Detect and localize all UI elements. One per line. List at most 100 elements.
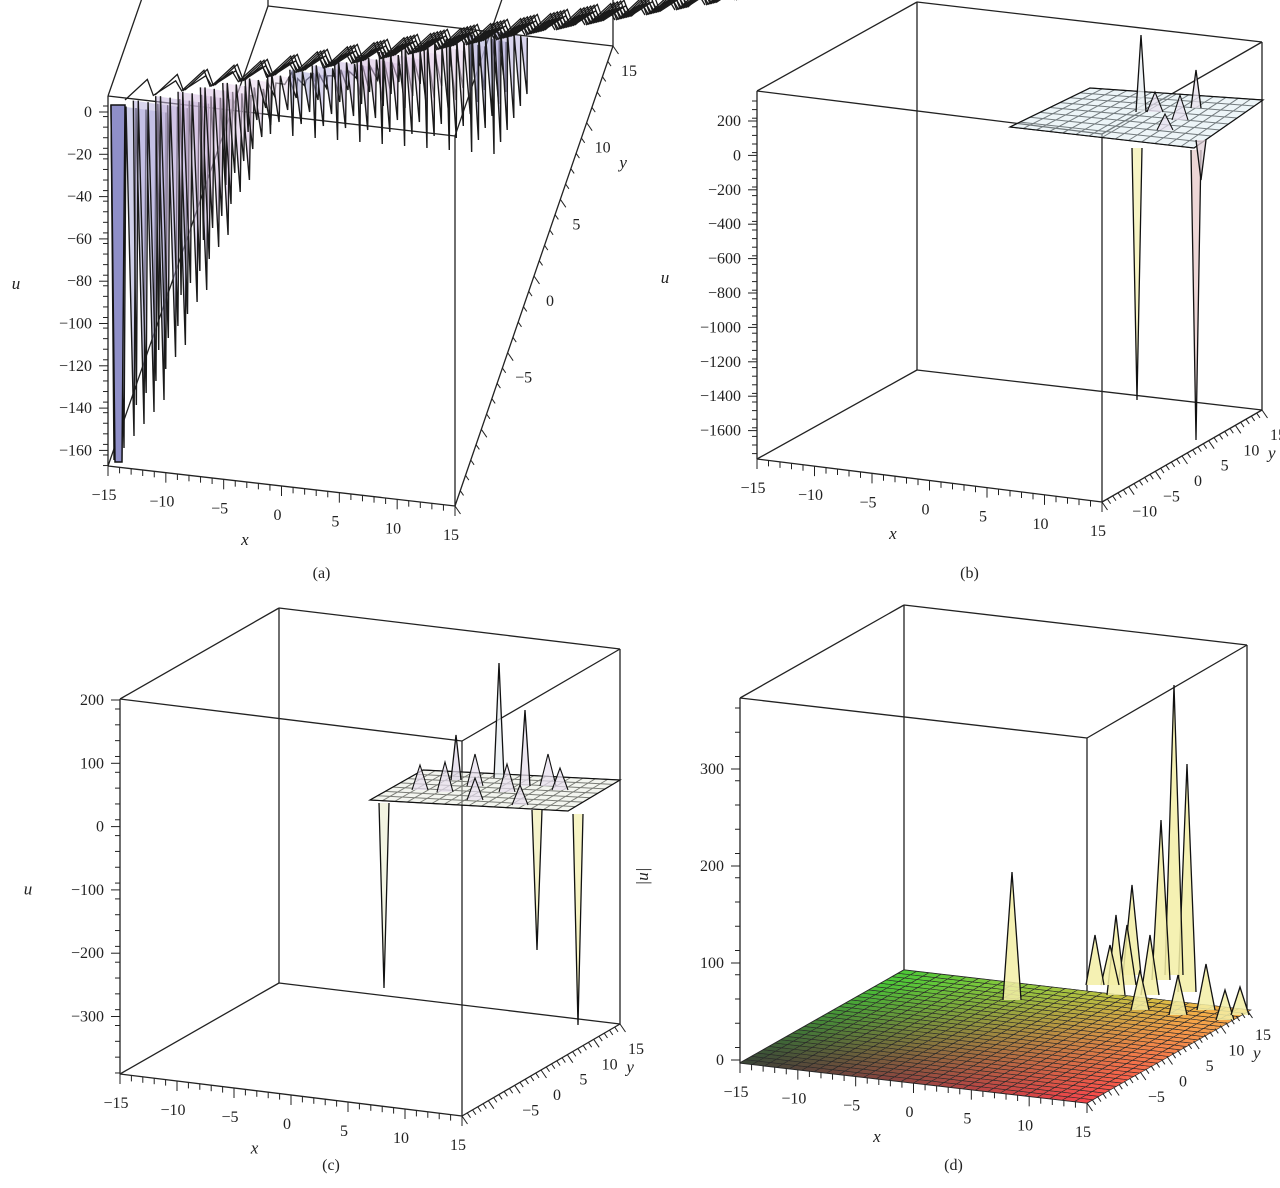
y-axis-tick-mark: [609, 1029, 614, 1036]
box-top-edge-front: [739, 697, 1088, 739]
y-axis-tick-mark: [1154, 471, 1162, 480]
surface-ridge-line: [484, 0, 717, 41]
x-axis-tick-label: 0: [922, 502, 930, 519]
z-axis-label: u: [12, 274, 21, 293]
x-axis-tick-label: 0: [906, 1104, 914, 1121]
panel-caption: (c): [322, 1157, 340, 1174]
z-axis-tick-label: −600: [708, 251, 741, 268]
x-axis-tick-label: −10: [149, 494, 174, 511]
x-axis-tick-label: 10: [385, 520, 401, 537]
z-axis-tick-label: −60: [67, 231, 92, 248]
y-axis-tick-mark: [1209, 1031, 1214, 1037]
y-axis-tick-label: −5: [522, 1102, 539, 1119]
z-axis-tick-label: 0: [716, 1052, 724, 1069]
surface-ridge-line: [424, 0, 738, 51]
y-axis-tick-mark: [1202, 443, 1208, 449]
y-axis-tick-mark: [1187, 1043, 1193, 1050]
surface-peak: [1230, 984, 1250, 1016]
y-axis-tick-mark: [596, 91, 601, 98]
surface-downward-spike: [1195, 139, 1207, 181]
surface-downward-spike: [1190, 149, 1202, 441]
surface-upward-spike: [493, 662, 505, 779]
y-axis-tick-label: 15: [621, 63, 637, 80]
surface-peak: [1100, 944, 1120, 986]
y-axis-tick-mark: [1229, 428, 1234, 434]
z-axis-tick-label: −160: [59, 442, 92, 459]
x-axis-tick-label: 0: [283, 1116, 291, 1133]
y-axis-tick-mark: [1198, 1037, 1203, 1043]
box-top-edge-left: [119, 607, 280, 700]
z-axis-tick-label: −1600: [700, 423, 741, 440]
box-top-edge-front: [756, 90, 1103, 135]
panel-caption: (d): [944, 1157, 963, 1174]
x-axis-tick-label: −5: [843, 1097, 860, 1114]
surface-peak: [1168, 974, 1188, 1016]
y-axis-tick-label: −10: [1132, 504, 1157, 521]
y-axis-tick-mark: [1240, 421, 1245, 428]
y-axis-tick-mark: [587, 1042, 593, 1048]
surface-peak: [1130, 969, 1150, 1011]
surface-ridge-line: [544, 0, 719, 31]
chart-panel-a: −15 −10 −5 0 5 10 15 x −5 0 5 10 15 y 0 −20 −40 −60 −80 −10…: [0, 0, 739, 600]
x-axis-label: x: [888, 524, 897, 543]
y-axis-tick-mark: [607, 61, 612, 67]
y-axis-tick-mark: [1203, 1034, 1209, 1040]
z-axis-tick-label: 200: [717, 113, 741, 130]
surface-ridge-line: [274, 7, 616, 76]
y-axis-tick-mark: [1218, 434, 1224, 440]
y-axis-tick-mark: [454, 505, 461, 515]
x-axis-label: x: [240, 530, 249, 549]
y-axis-tick-mark: [1225, 1022, 1230, 1028]
surface-peak: [1196, 963, 1216, 1011]
y-axis-tick-mark: [1234, 425, 1242, 434]
z-axis-label: |u|: [633, 868, 652, 886]
z-axis-tick-label: −200: [708, 182, 741, 199]
y-axis-tick-mark: [1123, 1081, 1129, 1087]
y-axis-tick-mark: [1224, 431, 1229, 437]
x-axis-tick-label: −5: [221, 1109, 238, 1126]
z-axis-tick-label: −100: [59, 316, 92, 333]
y-axis-tick-mark: [612, 45, 619, 55]
y-axis-label: y: [1251, 1044, 1261, 1063]
surface-bump: [1171, 93, 1189, 121]
z-axis-tick-label: −300: [71, 1009, 104, 1026]
x-axis-tick-label: 15: [1090, 523, 1106, 540]
surface-bump: [466, 753, 484, 787]
x-axis-tick-label: −15: [740, 480, 765, 497]
y-axis-tick-label: 10: [1243, 442, 1259, 459]
z-axis-tick-label: −1400: [700, 388, 741, 405]
y-axis-label: y: [617, 153, 627, 172]
y-axis-tick-label: 10: [602, 1056, 618, 1073]
y-axis-tick-mark: [556, 1060, 561, 1066]
y-axis-tick-mark: [1161, 1059, 1166, 1065]
y-axis-tick-mark: [1102, 1093, 1107, 1099]
y-axis-tick-mark: [577, 1048, 582, 1054]
y-axis-tick-mark: [1160, 467, 1165, 474]
y-axis-tick-mark: [1166, 1056, 1173, 1065]
y-axis-tick-label: 15: [1255, 1027, 1271, 1044]
y-axis-tick-mark: [554, 214, 559, 220]
y-axis-label: y: [624, 1057, 634, 1076]
surface-mesh-line: [555, 778, 608, 811]
x-axis-tick-label: 10: [393, 1130, 409, 1147]
surface-bump: [498, 761, 516, 793]
surface-ridge-line: [364, 0, 706, 61]
box-top-edge-front: [119, 698, 463, 742]
y-axis-tick-mark: [565, 183, 570, 190]
z-axis-tick-label: 100: [700, 955, 724, 972]
y-axis-tick-mark: [528, 291, 533, 297]
surface-plot-b: −15−10−5051015x−10−5051015y2000−200−400−…: [661, 1, 1280, 582]
x-axis-tick-label: −5: [859, 494, 876, 511]
y-axis-tick-mark: [1171, 1053, 1177, 1059]
surface-peak: [1085, 934, 1105, 986]
y-axis-tick-mark: [572, 1051, 577, 1057]
y-axis-tick-mark: [1177, 1050, 1182, 1056]
y-axis-tick-mark: [501, 367, 507, 374]
x-axis-label: x: [250, 1139, 259, 1158]
y-axis-tick-mark: [487, 1100, 495, 1109]
y-axis-tick-mark: [1213, 437, 1218, 443]
y-axis-tick-mark: [545, 1066, 550, 1073]
y-axis-tick-mark: [1165, 464, 1170, 471]
y-axis-tick-mark: [1139, 1071, 1147, 1081]
y-axis-tick-mark: [1155, 1062, 1161, 1068]
